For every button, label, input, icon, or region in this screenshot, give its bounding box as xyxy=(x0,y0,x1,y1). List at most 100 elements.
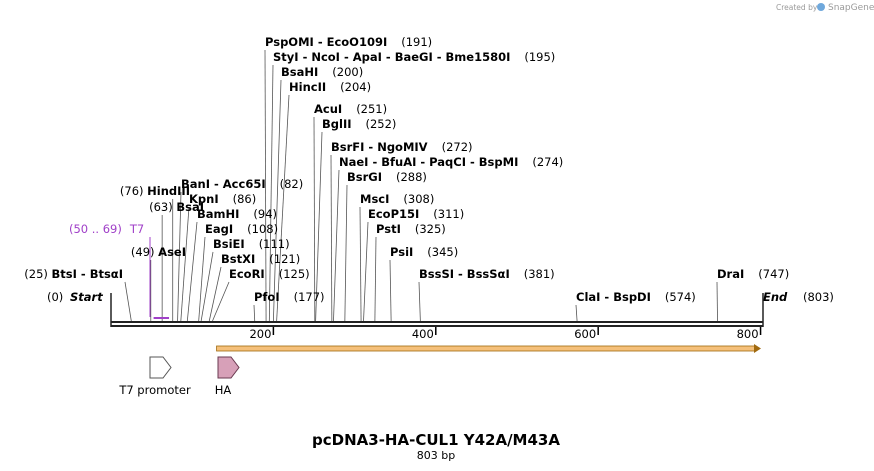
site-name: PstI xyxy=(376,222,401,236)
orf-arrow[interactable] xyxy=(216,344,761,353)
site-label[interactable]: BstXI (121) xyxy=(221,252,300,266)
site-btsi[interactable]: (25) BtsI - BtsαI xyxy=(24,267,123,281)
site-label[interactable]: (63) BsaI xyxy=(149,200,204,214)
site-name: AcuI xyxy=(314,102,342,116)
site-label[interactable]: BglII (252) xyxy=(322,117,396,131)
site-psii[interactable]: PsiI (345) xyxy=(390,245,458,259)
site-connector xyxy=(208,266,222,322)
site-name: BtsI xyxy=(52,267,77,281)
site-connector xyxy=(315,131,323,322)
end-label: End xyxy=(763,290,788,304)
site-connector xyxy=(575,304,578,322)
site-bsssi[interactable]: BssSI - BssSαI (381) xyxy=(419,267,555,281)
site-label[interactable]: BanI - Acc65I (82) xyxy=(181,177,303,191)
site-label[interactable]: PsiI (345) xyxy=(390,245,458,259)
map-title: pcDNA3-HA-CUL1 Y42A/M43A xyxy=(312,431,560,449)
site-label[interactable]: (76) HindIII xyxy=(120,184,190,198)
site-position: (94) xyxy=(253,207,277,221)
site-label[interactable]: BamHI (94) xyxy=(197,207,277,221)
start-pos: (0) xyxy=(47,290,63,304)
site-bani[interactable]: BanI - Acc65I (82) xyxy=(181,177,303,191)
site-bamhi[interactable]: BamHI (94) xyxy=(197,207,277,221)
site-position: (325) xyxy=(415,222,446,236)
features: T7 promoter HA xyxy=(118,356,240,397)
site-connector xyxy=(389,259,392,322)
site-hincii[interactable]: HincII (204) xyxy=(289,80,371,94)
site-connector xyxy=(716,281,718,322)
site-clai[interactable]: ClaI - BspDI (574) xyxy=(576,290,696,304)
site-label[interactable]: BsiEI (111) xyxy=(213,237,290,251)
site-bsrgi[interactable]: BsrGI (288) xyxy=(347,170,427,184)
site-position: (200) xyxy=(332,65,363,79)
site-label[interactable]: StyI - NcoI - ApaI - BaeGI - Bme1580I (19… xyxy=(273,50,555,64)
site-label[interactable]: HincII (204) xyxy=(289,80,371,94)
orf-bar[interactable] xyxy=(216,345,756,352)
site-name: - ApaI xyxy=(340,50,382,64)
site-label[interactable]: PfoI (177) xyxy=(254,290,325,304)
site-bstxi[interactable]: BstXI (121) xyxy=(221,252,300,266)
orf-arrowhead[interactable] xyxy=(754,344,761,353)
site-label[interactable]: BssSI - BssSαI (381) xyxy=(419,267,555,281)
site-connector xyxy=(344,184,348,322)
feature-arrow[interactable] xyxy=(149,356,172,379)
site-bsiei[interactable]: BsiEI (111) xyxy=(213,237,290,251)
site-label[interactable]: DraI (747) xyxy=(717,267,789,281)
site-acui[interactable]: AcuI (251) xyxy=(314,102,387,116)
ruler-tick-label: 600 xyxy=(574,327,596,341)
feature-arrow[interactable] xyxy=(217,356,240,379)
site-pspomi[interactable]: PspOMI - EcoO109I (191) xyxy=(265,35,432,49)
feature-t7-promoter[interactable]: T7 promoter xyxy=(118,356,191,397)
site-drai[interactable]: DraI (747) xyxy=(717,267,789,281)
site-name: BstXI xyxy=(221,252,255,266)
site-ecori[interactable]: EcoRI (125) xyxy=(229,267,310,281)
site-bsahi[interactable]: BsaHI (200) xyxy=(281,65,363,79)
site-connector xyxy=(268,64,274,322)
site-styi[interactable]: StyI - NcoI - ApaI - BaeGI - Bme1580I (19… xyxy=(273,50,555,64)
site-label[interactable]: (25) BtsI - BtsαI xyxy=(24,267,123,281)
site-naei[interactable]: NaeI - BfuAI - PaqCI - BspMI (274) xyxy=(339,155,563,169)
site-label[interactable]: KpnI (86) xyxy=(189,192,256,206)
site-label[interactable]: AcuI (251) xyxy=(314,102,387,116)
site-label[interactable]: EcoRI (125) xyxy=(229,267,310,281)
site-kpni[interactable]: KpnI (86) xyxy=(189,192,256,206)
site-label[interactable]: EcoP15I (311) xyxy=(368,207,464,221)
site-position: (121) xyxy=(269,252,300,266)
site-name: KpnI xyxy=(189,192,219,206)
site-label[interactable]: EagI (108) xyxy=(205,222,278,236)
site-ecop15i[interactable]: EcoP15I (311) xyxy=(368,207,464,221)
site-label[interactable]: BsrFI - NgoMIV (272) xyxy=(331,140,473,154)
site-name: PfoI xyxy=(254,290,280,304)
feature-ha[interactable]: HA xyxy=(215,356,240,397)
site-label[interactable]: MscI (308) xyxy=(360,192,434,206)
site-hindiii[interactable]: (76) HindIII xyxy=(120,184,190,198)
site-label[interactable]: BsaHI (200) xyxy=(281,65,363,79)
site-label[interactable]: PspOMI - EcoO109I (191) xyxy=(265,35,432,49)
site-psti[interactable]: PstI (325) xyxy=(376,222,446,236)
site-bsai[interactable]: (63) BsaI xyxy=(149,200,204,214)
site-asei[interactable]: (49) AseI xyxy=(131,245,186,259)
site-label[interactable]: BsrGI (288) xyxy=(347,170,427,184)
site-eagi[interactable]: EagI (108) xyxy=(205,222,278,236)
site-bglii[interactable]: BglII (252) xyxy=(322,117,396,131)
primer-name: T7 xyxy=(129,222,144,236)
site-name: BanI xyxy=(181,177,210,191)
primer-label[interactable]: (50 .. 69) T7 xyxy=(69,222,144,236)
site-bsrfi[interactable]: BsrFI - NgoMIV (272) xyxy=(331,140,473,154)
site-label[interactable]: NaeI - BfuAI - PaqCI - BspMI (274) xyxy=(339,155,563,169)
site-label[interactable]: PstI (325) xyxy=(376,222,446,236)
site-name: BssSI xyxy=(419,267,454,281)
site-pfoi[interactable]: PfoI (177) xyxy=(254,290,325,304)
site-name: HincII xyxy=(289,80,326,94)
site-connector xyxy=(264,49,267,322)
site-name: BsiEI xyxy=(213,237,245,251)
site-position: (86) xyxy=(233,192,257,206)
site-name: BsrFI xyxy=(331,140,364,154)
site-connector xyxy=(418,281,421,322)
site-msci[interactable]: MscI (308) xyxy=(360,192,434,206)
site-position: (251) xyxy=(356,102,387,116)
site-label[interactable]: ClaI - BspDI (574) xyxy=(576,290,696,304)
site-label[interactable]: (49) AseI xyxy=(131,245,186,259)
primer-t7[interactable]: (50 .. 69) T7 xyxy=(69,222,170,319)
site-position: (345) xyxy=(427,245,458,259)
